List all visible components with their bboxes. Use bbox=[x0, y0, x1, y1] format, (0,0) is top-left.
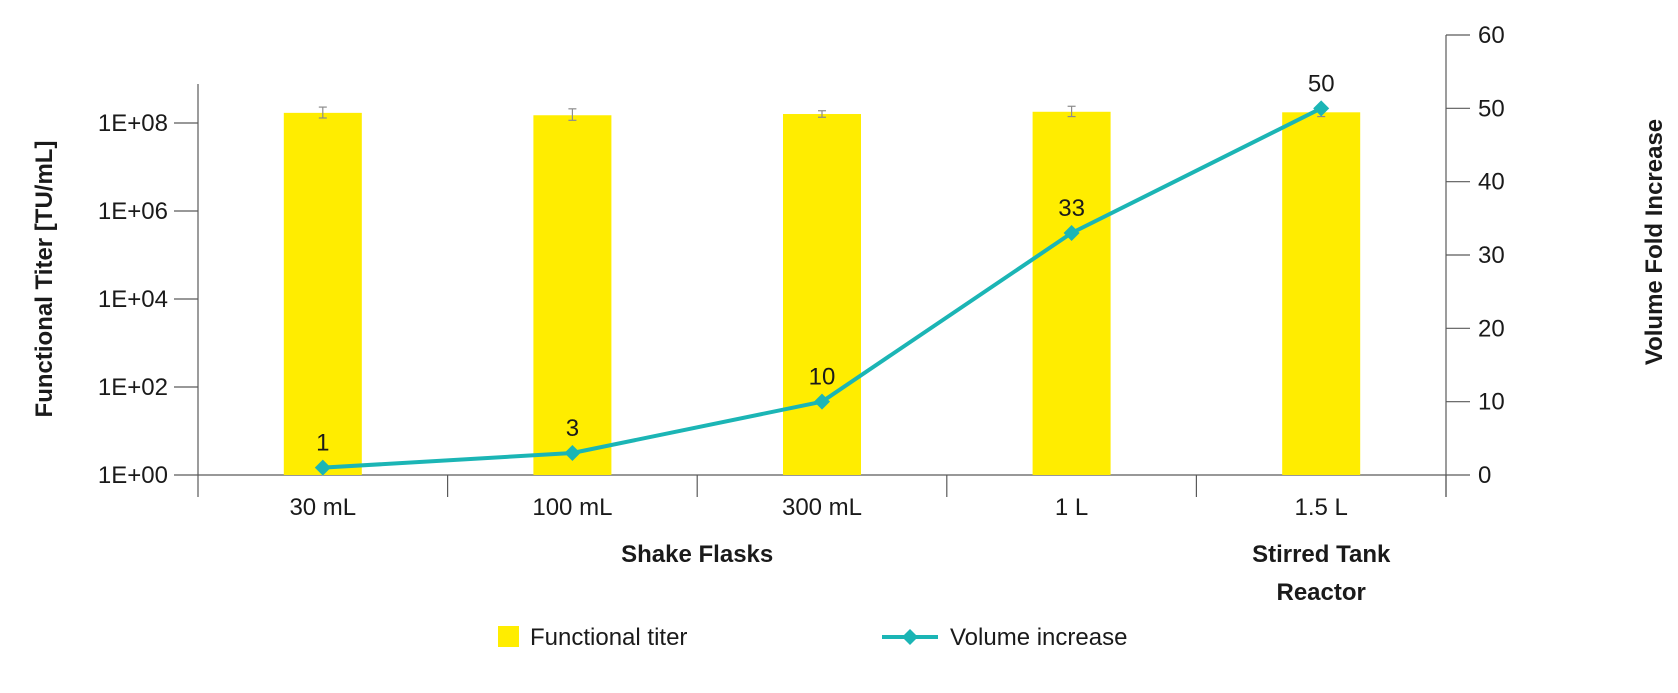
left-axis-tick-label: 1E+04 bbox=[98, 286, 168, 313]
bars-layer bbox=[283, 111, 1361, 476]
right-axis-tick-label: 20 bbox=[1478, 315, 1505, 342]
right-axis-tick-label: 30 bbox=[1478, 242, 1505, 269]
x-axis-tick-label: 300 mL bbox=[782, 494, 862, 521]
bar-functional-titer bbox=[1282, 112, 1361, 475]
point-volume-increase bbox=[564, 445, 581, 461]
right-axis-tick-label: 0 bbox=[1478, 462, 1491, 489]
data-label-volume-increase: 10 bbox=[809, 364, 836, 391]
legend: Functional titer Volume increase bbox=[498, 624, 1127, 651]
x-axis-group-label: Shake Flasks bbox=[621, 541, 773, 568]
right-axis-tick-label: 10 bbox=[1478, 389, 1505, 416]
point-volume-increase bbox=[314, 459, 331, 476]
left-axis-title: Functional Titer [TU/mL] bbox=[31, 141, 58, 418]
right-axis-tick-label: 40 bbox=[1478, 169, 1505, 196]
bar-functional-titer bbox=[533, 115, 612, 475]
right-axis-tick-label: 50 bbox=[1478, 95, 1505, 122]
legend-label-functional-titer: Functional titer bbox=[530, 624, 687, 651]
left-axis-tick-label: 1E+02 bbox=[98, 374, 168, 401]
point-volume-increase bbox=[814, 393, 830, 410]
labels-layer: 1 3 10 33 50 bbox=[316, 70, 1334, 456]
data-label-volume-increase: 33 bbox=[1058, 195, 1085, 222]
legend-label-volume-increase: Volume increase bbox=[950, 624, 1127, 651]
bar-functional-titer bbox=[1032, 111, 1111, 476]
bar-functional-titer bbox=[283, 112, 362, 476]
x-axis-tick-label: 1.5 L bbox=[1295, 494, 1348, 521]
data-label-volume-increase: 50 bbox=[1308, 70, 1335, 97]
data-label-volume-increase: 1 bbox=[316, 430, 329, 457]
right-axis-title: Volume Fold Increase bbox=[1641, 119, 1668, 365]
x-axis-group-label: Stirred Tank bbox=[1252, 541, 1391, 568]
left-axis-tick-label: 1E+00 bbox=[98, 462, 168, 489]
line-layer bbox=[314, 100, 1330, 476]
x-axis-tick-label: 100 mL bbox=[532, 494, 612, 521]
legend-marker-volume-increase bbox=[902, 629, 918, 645]
x-axis-tick-label: 30 mL bbox=[289, 494, 356, 521]
point-volume-increase bbox=[1313, 100, 1330, 117]
data-label-volume-increase: 3 bbox=[566, 415, 579, 442]
point-volume-increase bbox=[1063, 225, 1080, 241]
left-axis-tick-label: 1E+08 bbox=[98, 110, 168, 137]
legend-swatch-functional-titer bbox=[498, 626, 519, 647]
axes-layer: 1E+00 1E+02 1E+04 1E+06 1E+08 0 10 20 30 40 50 60 30… bbox=[98, 22, 1505, 606]
right-axis-tick-label: 60 bbox=[1478, 22, 1505, 49]
left-axis-tick-label: 1E+06 bbox=[98, 198, 168, 225]
bar-functional-titer bbox=[783, 114, 861, 475]
x-axis-group-label: Reactor bbox=[1277, 579, 1366, 606]
x-axis-tick-label: 1 L bbox=[1055, 494, 1088, 521]
